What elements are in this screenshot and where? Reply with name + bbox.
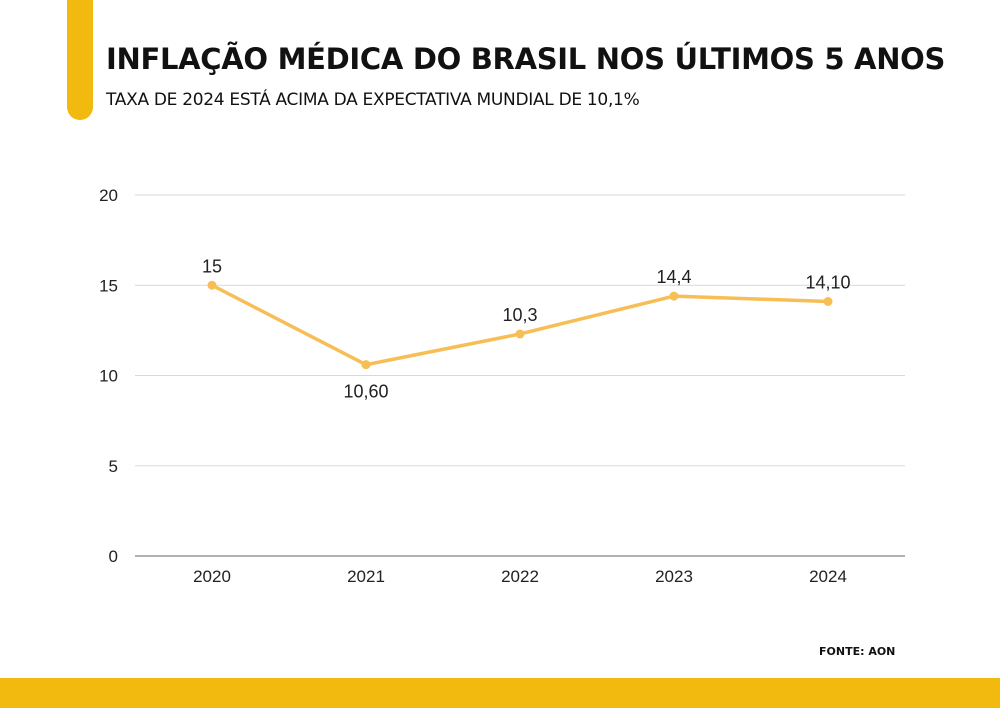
chart-title: INFLAÇÃO MÉDICA DO BRASIL NOS ÚLTIMOS 5 …: [106, 42, 946, 76]
x-tick-label: 2020: [193, 567, 231, 586]
y-tick-label: 10: [99, 367, 118, 386]
y-tick-label: 15: [99, 276, 118, 295]
x-tick-label: 2021: [347, 567, 385, 586]
data-label: 10,60: [343, 382, 388, 402]
data-point: [515, 329, 525, 339]
data-point: [669, 291, 679, 301]
data-point: [361, 360, 371, 370]
y-tick-label: 5: [109, 457, 118, 476]
data-label: 14,4: [656, 267, 691, 287]
x-tick-label: 2024: [809, 567, 847, 586]
chart-subtitle: TAXA DE 2024 ESTÁ ACIMA DA EXPECTATIVA M…: [106, 90, 640, 110]
data-label: 10,3: [502, 305, 537, 325]
x-tick-label: 2023: [655, 567, 693, 586]
x-tick-label: 2022: [501, 567, 539, 586]
accent-bar: [67, 0, 93, 120]
y-tick-label: 0: [109, 547, 118, 566]
source-note: FONTE: AON: [819, 645, 896, 658]
data-point: [823, 296, 833, 306]
footer-bar: [0, 678, 1000, 708]
y-tick-label: 20: [99, 186, 118, 205]
data-label: 15: [202, 256, 222, 276]
data-label: 14,10: [805, 272, 850, 292]
data-point: [207, 280, 217, 290]
